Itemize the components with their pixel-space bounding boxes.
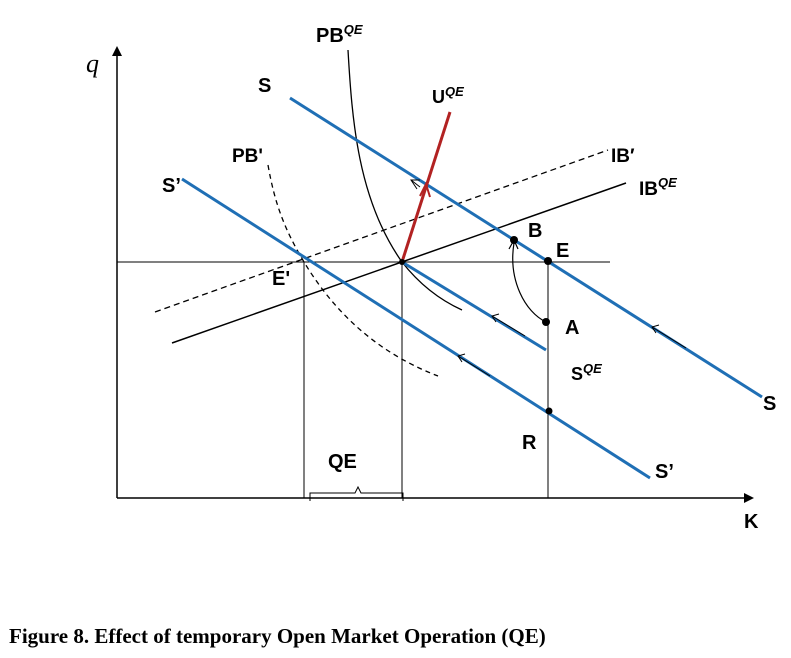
s-prime-line: [181, 177, 651, 480]
point-a: [542, 318, 550, 326]
point-e-prime-label: E': [272, 268, 290, 290]
qe-bracket-label: QE: [328, 451, 357, 473]
s-line: [289, 96, 763, 399]
s-prime-label-right: S’: [655, 461, 674, 483]
s-prime-label-left: S’: [162, 175, 181, 197]
s-qe-label: SQE: [571, 361, 602, 384]
point-b-label: B: [528, 220, 542, 242]
ib-qe-label: IBQE: [639, 175, 677, 200]
point-r: [545, 407, 553, 415]
ib-qe-line: [171, 182, 627, 344]
ib-prime-line: [154, 149, 609, 313]
ib-prime-label: IB′: [611, 146, 635, 167]
qe-bracket: [309, 485, 404, 501]
a-to-b-path: [512, 242, 547, 323]
x-axis-label: K: [744, 511, 759, 533]
u-qe-arrowhead: [419, 181, 431, 198]
figure-caption: Figure 8. Effect of temporary Open Marke…: [9, 624, 546, 648]
y-axis-label: q: [86, 49, 99, 78]
s-qe-line: [401, 260, 547, 352]
pb-prime-curve: [267, 164, 439, 377]
s-label-right: S: [763, 393, 776, 415]
pb-qe-curve: [347, 49, 463, 311]
direction-arrows: [410, 179, 687, 377]
s-label-top: S: [258, 75, 271, 97]
point-qe-origin: [399, 259, 405, 265]
point-e: [544, 257, 552, 265]
point-b: [510, 236, 518, 244]
pb-qe-label: PBQE: [316, 22, 363, 47]
point-e-label: E: [556, 240, 569, 262]
point-r-label: R: [522, 432, 537, 454]
u-qe-label: UQE: [432, 84, 464, 107]
qe-diagram: q K QE IB′ IBQE PB' PBQE S S S’ S’ SQE: [86, 22, 776, 533]
pb-prime-label: PB': [232, 146, 263, 167]
point-a-label: A: [565, 317, 579, 339]
